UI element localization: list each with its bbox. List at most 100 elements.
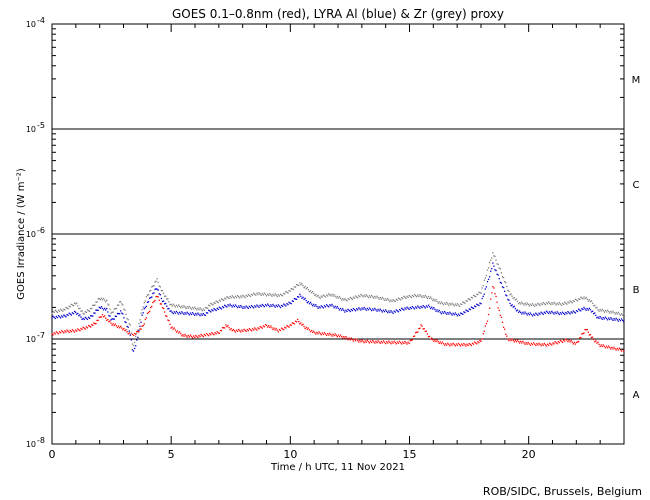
- data-point: [605, 345, 608, 347]
- data-point: [485, 274, 488, 277]
- data-point: [443, 302, 446, 304]
- data-point: [123, 308, 125, 310]
- flare-class-label: A: [633, 390, 640, 401]
- data-point: [272, 293, 274, 296]
- data-point: [55, 331, 57, 333]
- data-point: [230, 304, 232, 307]
- data-point: [55, 315, 57, 318]
- data-point: [348, 337, 350, 339]
- data-point: [514, 339, 517, 341]
- data-point: [523, 313, 525, 315]
- data-point: [138, 331, 140, 333]
- data-point: [292, 322, 295, 325]
- data-point: [576, 300, 579, 302]
- data-point: [139, 319, 141, 321]
- data-point: [500, 272, 503, 274]
- data-point: [81, 318, 83, 321]
- data-point: [131, 343, 134, 345]
- data-point: [318, 296, 320, 298]
- data-point: [495, 259, 497, 261]
- data-point: [310, 329, 313, 332]
- data-point: [391, 311, 393, 313]
- data-point: [51, 312, 53, 315]
- data-point: [76, 313, 78, 315]
- data-series: [51, 252, 625, 352]
- data-point: [151, 286, 153, 288]
- data-point: [118, 313, 121, 315]
- data-point: [161, 289, 164, 292]
- data-point: [374, 295, 376, 298]
- data-point: [528, 314, 530, 316]
- data-point: [228, 326, 230, 329]
- data-point: [436, 339, 438, 341]
- data-point: [371, 294, 373, 297]
- data-point: [236, 330, 239, 332]
- data-point: [272, 328, 274, 331]
- data-point: [63, 314, 65, 316]
- data-point: [508, 339, 510, 342]
- data-point: [414, 332, 417, 334]
- data-point: [602, 310, 604, 312]
- data-point: [250, 330, 253, 332]
- data-point: [85, 311, 88, 314]
- data-point: [468, 342, 470, 345]
- data-point: [214, 302, 216, 304]
- data-point: [246, 295, 248, 298]
- data-point: [600, 310, 602, 312]
- data-point: [125, 321, 127, 324]
- data-point: [395, 309, 397, 311]
- data-point: [423, 328, 425, 330]
- data-point: [569, 300, 571, 302]
- data-point: [346, 337, 348, 339]
- data-point: [445, 343, 447, 345]
- data-point: [490, 270, 492, 272]
- data-point: [251, 294, 254, 296]
- data-point: [476, 293, 478, 295]
- data-point: [352, 296, 355, 298]
- data-point: [269, 292, 271, 295]
- data-point: [595, 340, 597, 342]
- data-point: [616, 319, 618, 321]
- data-point: [581, 333, 583, 335]
- data-point: [59, 332, 62, 334]
- data-point: [378, 298, 380, 300]
- data-point: [65, 316, 67, 318]
- data-point: [314, 332, 316, 334]
- data-point: [132, 334, 135, 337]
- data-point: [376, 341, 378, 344]
- data-point: [254, 327, 256, 329]
- data-point: [179, 311, 181, 313]
- data-point: [398, 340, 401, 343]
- data-point: [372, 339, 374, 342]
- data-point: [397, 297, 400, 299]
- data-point: [571, 341, 573, 343]
- data-point: [74, 311, 77, 313]
- data-point: [457, 313, 460, 315]
- data-point: [507, 289, 509, 292]
- data-point: [342, 297, 344, 300]
- data-point: [235, 329, 238, 331]
- data-point: [297, 318, 299, 321]
- data-point: [472, 307, 475, 310]
- data-point: [198, 313, 200, 316]
- data-point: [358, 295, 360, 297]
- data-point: [328, 306, 330, 308]
- data-point: [537, 302, 539, 305]
- data-point: [521, 342, 523, 344]
- data-point: [545, 310, 548, 312]
- data-point: [140, 321, 142, 323]
- data-point: [354, 295, 357, 297]
- data-point: [530, 304, 533, 307]
- data-point: [135, 333, 137, 335]
- data-point: [154, 281, 156, 283]
- data-point: [392, 312, 394, 315]
- data-point: [242, 307, 244, 310]
- data-point: [169, 303, 171, 306]
- data-point: [61, 330, 63, 332]
- data-point: [355, 308, 358, 310]
- data-point: [151, 296, 153, 298]
- data-point: [496, 263, 498, 265]
- data-point: [407, 341, 409, 343]
- data-point: [352, 340, 355, 342]
- data-point: [439, 341, 441, 343]
